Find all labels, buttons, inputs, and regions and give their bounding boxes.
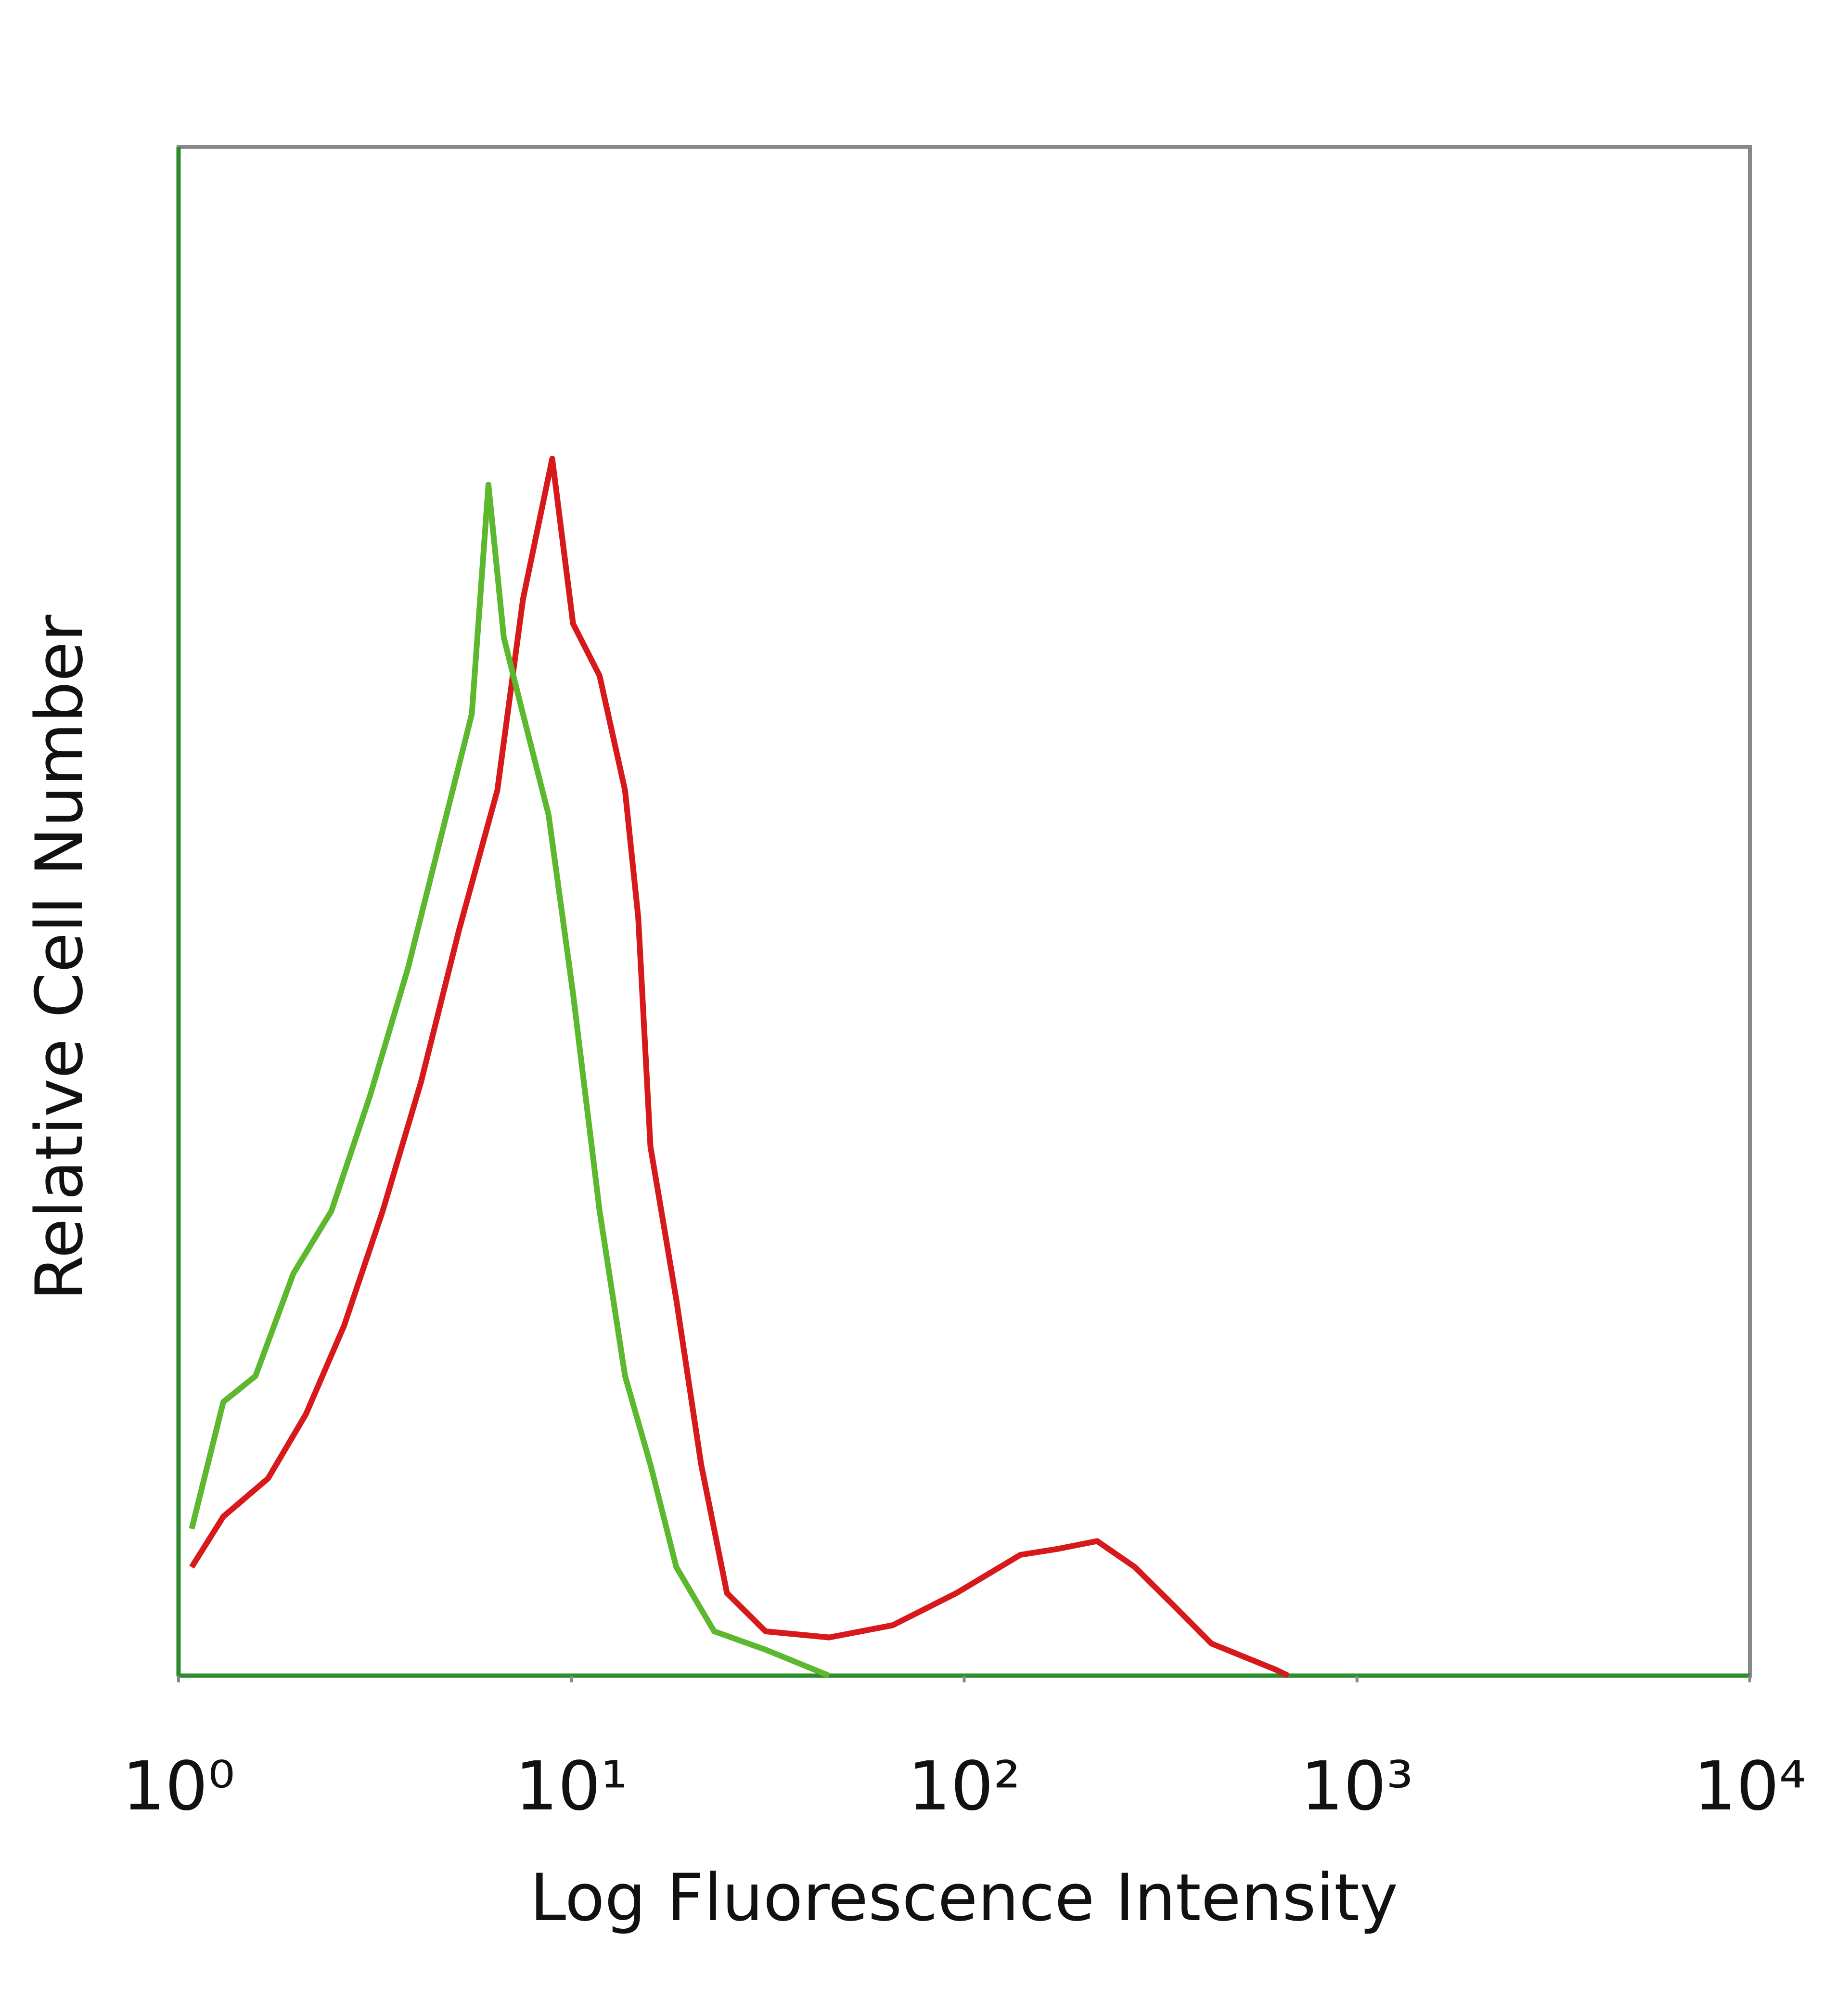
x-tick-label: 10³ [1301,1747,1413,1826]
y-axis-label: Relative Cell Number [22,615,97,1300]
histogram-line [189,456,1290,1679]
histogram-line [189,482,831,1679]
x-tick-label: 10¹ [515,1747,628,1826]
x-tick-label: 10⁰ [122,1747,235,1826]
x-tick-label: 10⁴ [1694,1747,1806,1826]
x-axis-label: Log Fluorescence Intensity [530,1860,1398,1936]
plot-frame [177,145,1752,1678]
plot [189,456,1290,1679]
x-tick-label: 10² [908,1747,1020,1826]
